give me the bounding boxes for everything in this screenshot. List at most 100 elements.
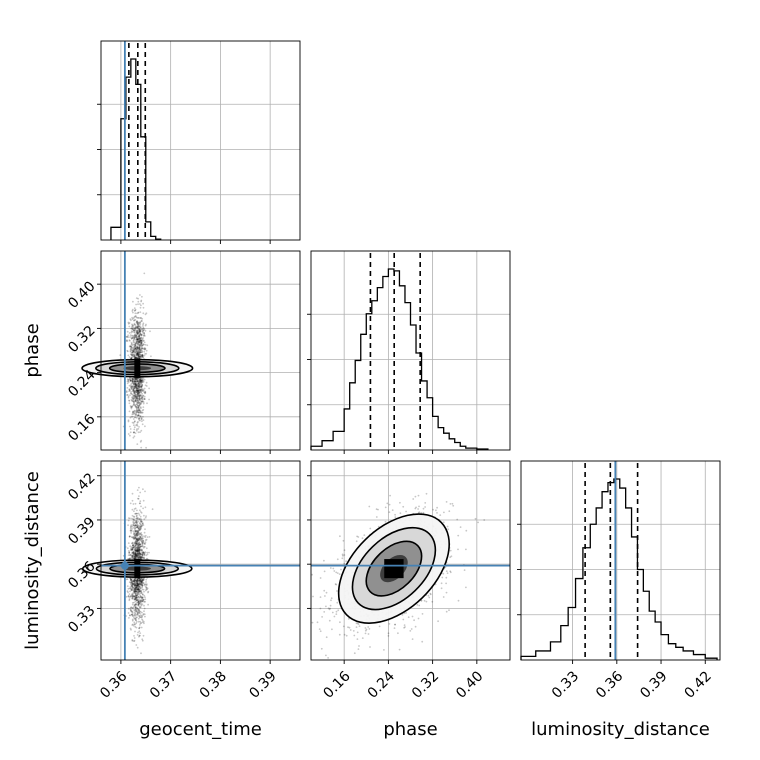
sample-point: [138, 399, 141, 401]
sample-point: [129, 405, 132, 407]
sample-point: [347, 626, 349, 629]
sample-point: [446, 525, 449, 528]
sample-point: [135, 542, 138, 545]
sample-point: [142, 408, 145, 411]
sample-point: [135, 384, 137, 386]
sample-point: [140, 525, 143, 527]
histogram-step: [310, 268, 489, 450]
sample-point: [451, 502, 454, 505]
sample-point: [132, 520, 135, 523]
sample-point: [138, 417, 141, 419]
sample-point: [137, 349, 140, 352]
sample-point: [142, 579, 145, 581]
sample-point: [329, 604, 332, 607]
sample-point: [140, 626, 143, 629]
sample-point: [339, 621, 341, 624]
sample-point: [132, 389, 135, 391]
sample-point: [140, 383, 143, 385]
sample-point: [136, 333, 139, 335]
sample-point: [133, 538, 136, 541]
sample-point: [143, 542, 146, 545]
sample-point: [335, 613, 338, 615]
sample-point: [133, 637, 136, 639]
sample-point: [459, 526, 462, 528]
sample-point: [138, 334, 141, 336]
sample-point: [141, 342, 143, 345]
sample-point: [142, 599, 145, 601]
sample-point: [135, 350, 138, 352]
sample-point: [138, 384, 140, 387]
sample-point: [135, 352, 138, 355]
sample-point: [132, 388, 135, 391]
sample-point: [144, 536, 147, 538]
sample-point: [138, 514, 141, 516]
sample-point: [132, 349, 135, 352]
sample-point: [136, 350, 139, 352]
sample-point: [132, 557, 135, 560]
sample-point: [137, 351, 140, 353]
sample-point: [135, 334, 138, 337]
sample-point: [144, 324, 147, 327]
sample-point: [136, 378, 139, 380]
sample-point: [133, 410, 136, 413]
sample-point: [136, 320, 139, 322]
sample-point: [134, 380, 137, 383]
sample-point: [140, 391, 142, 394]
sample-point: [133, 323, 136, 326]
sample-point: [133, 380, 136, 382]
sample-point: [133, 382, 136, 384]
sample-point: [142, 343, 145, 346]
sample-point: [139, 333, 142, 335]
sample-point: [128, 581, 131, 583]
sample-point: [136, 386, 139, 389]
sample-point: [137, 631, 139, 634]
sample-point: [139, 533, 142, 536]
sample-point: [135, 556, 137, 559]
sample-point: [325, 654, 327, 657]
sample-point: [141, 411, 144, 414]
sample-point: [138, 634, 141, 637]
sample-point: [136, 550, 139, 553]
sample-point: [133, 334, 136, 337]
sample-point: [137, 387, 140, 390]
sample-point: [134, 390, 136, 392]
sample-point: [136, 535, 139, 537]
sample-point: [131, 323, 133, 326]
sample-point: [405, 510, 407, 513]
sample-point: [143, 594, 146, 597]
sample-point: [137, 386, 140, 388]
sample-point: [134, 333, 137, 335]
sample-point: [141, 337, 144, 340]
sample-point: [135, 517, 138, 520]
sample-point: [135, 644, 138, 646]
sample-point: [134, 315, 137, 318]
sample-point: [136, 352, 139, 355]
sample-point: [140, 505, 142, 508]
sample-point: [134, 553, 137, 556]
sample-point: [134, 325, 137, 328]
sample-point: [140, 602, 143, 604]
sample-point: [134, 379, 137, 381]
sample-point: [134, 380, 137, 383]
sample-point: [138, 348, 141, 350]
sample-point: [126, 585, 129, 587]
sample-point: [142, 582, 145, 585]
sample-point: [139, 624, 141, 626]
sample-point: [335, 610, 338, 613]
sample-point: [139, 620, 142, 623]
sample-point: [143, 622, 145, 625]
y-tick-label: 0.33: [65, 603, 98, 636]
sample-point: [129, 353, 132, 356]
sample-point: [129, 502, 132, 505]
sample-point: [131, 415, 134, 418]
sample-point: [134, 336, 137, 338]
sample-point: [136, 410, 139, 413]
sample-point: [131, 381, 134, 384]
sample-point: [141, 381, 144, 383]
sample-point: [133, 609, 136, 611]
sample-point: [141, 397, 144, 400]
sample-point: [135, 332, 138, 334]
sample-point: [133, 348, 136, 351]
sample-point: [139, 338, 141, 341]
